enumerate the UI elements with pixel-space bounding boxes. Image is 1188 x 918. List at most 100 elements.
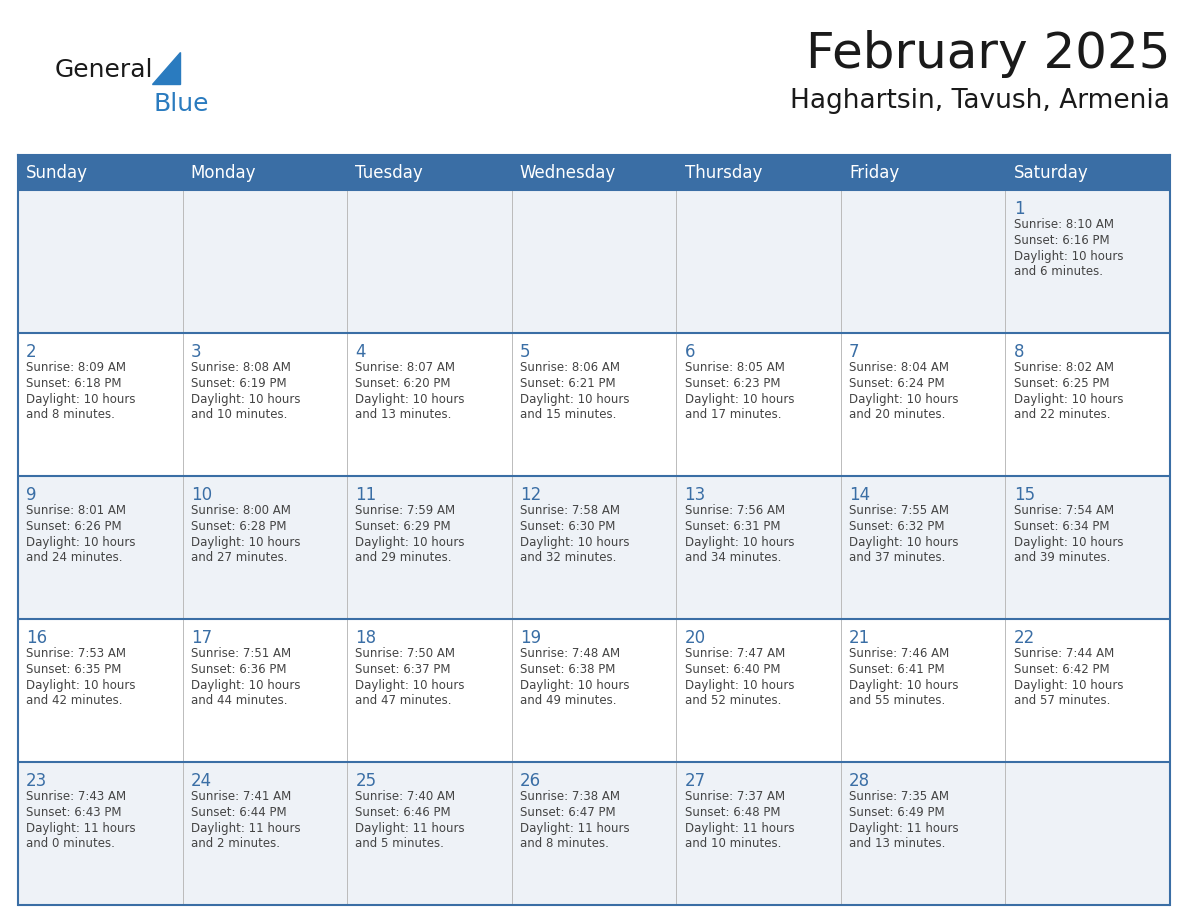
- Text: and 17 minutes.: and 17 minutes.: [684, 408, 781, 421]
- Text: Sunrise: 7:51 AM: Sunrise: 7:51 AM: [191, 647, 291, 660]
- Text: and 0 minutes.: and 0 minutes.: [26, 837, 115, 850]
- Text: Daylight: 10 hours: Daylight: 10 hours: [26, 393, 135, 406]
- Text: Daylight: 10 hours: Daylight: 10 hours: [191, 679, 301, 692]
- Text: Sunset: 6:21 PM: Sunset: 6:21 PM: [520, 377, 615, 390]
- Text: Daylight: 10 hours: Daylight: 10 hours: [849, 393, 959, 406]
- Text: Daylight: 10 hours: Daylight: 10 hours: [355, 536, 465, 549]
- Text: and 34 minutes.: and 34 minutes.: [684, 551, 781, 564]
- Text: Daylight: 10 hours: Daylight: 10 hours: [191, 393, 301, 406]
- Text: 17: 17: [191, 629, 211, 647]
- Text: Daylight: 10 hours: Daylight: 10 hours: [355, 393, 465, 406]
- Bar: [18, 155, 1170, 190]
- Text: 24: 24: [191, 772, 211, 790]
- Text: Sunrise: 7:41 AM: Sunrise: 7:41 AM: [191, 790, 291, 803]
- Text: and 44 minutes.: and 44 minutes.: [191, 694, 287, 707]
- Text: Sunset: 6:41 PM: Sunset: 6:41 PM: [849, 663, 944, 676]
- Text: 14: 14: [849, 486, 871, 504]
- Text: Sunset: 6:46 PM: Sunset: 6:46 PM: [355, 806, 451, 819]
- Text: Blue: Blue: [154, 92, 209, 116]
- Text: Wednesday: Wednesday: [520, 163, 617, 182]
- Text: Sunrise: 8:06 AM: Sunrise: 8:06 AM: [520, 361, 620, 374]
- Text: Sunrise: 7:47 AM: Sunrise: 7:47 AM: [684, 647, 785, 660]
- Text: Daylight: 10 hours: Daylight: 10 hours: [684, 536, 794, 549]
- Text: Daylight: 10 hours: Daylight: 10 hours: [1013, 393, 1123, 406]
- Text: Daylight: 10 hours: Daylight: 10 hours: [684, 393, 794, 406]
- Text: Sunrise: 7:35 AM: Sunrise: 7:35 AM: [849, 790, 949, 803]
- Text: and 13 minutes.: and 13 minutes.: [355, 408, 451, 421]
- Text: General: General: [55, 58, 153, 82]
- Text: 5: 5: [520, 343, 531, 361]
- Text: Sunrise: 7:38 AM: Sunrise: 7:38 AM: [520, 790, 620, 803]
- Text: Sunrise: 8:00 AM: Sunrise: 8:00 AM: [191, 504, 291, 517]
- Text: Sunrise: 7:48 AM: Sunrise: 7:48 AM: [520, 647, 620, 660]
- Text: 22: 22: [1013, 629, 1035, 647]
- Text: 10: 10: [191, 486, 211, 504]
- Text: Sunrise: 7:53 AM: Sunrise: 7:53 AM: [26, 647, 126, 660]
- Text: Sunset: 6:37 PM: Sunset: 6:37 PM: [355, 663, 451, 676]
- Text: Sunrise: 8:01 AM: Sunrise: 8:01 AM: [26, 504, 126, 517]
- Text: Sunrise: 8:07 AM: Sunrise: 8:07 AM: [355, 361, 455, 374]
- Text: 6: 6: [684, 343, 695, 361]
- Bar: [18, 476, 1170, 619]
- Text: Sunset: 6:23 PM: Sunset: 6:23 PM: [684, 377, 781, 390]
- Text: Sunrise: 7:59 AM: Sunrise: 7:59 AM: [355, 504, 455, 517]
- Text: Sunrise: 8:05 AM: Sunrise: 8:05 AM: [684, 361, 784, 374]
- Bar: [18, 619, 1170, 762]
- Polygon shape: [152, 52, 181, 84]
- Text: 28: 28: [849, 772, 871, 790]
- Text: Sunrise: 8:04 AM: Sunrise: 8:04 AM: [849, 361, 949, 374]
- Text: Haghartsin, Tavush, Armenia: Haghartsin, Tavush, Armenia: [790, 88, 1170, 114]
- Text: Sunrise: 8:08 AM: Sunrise: 8:08 AM: [191, 361, 291, 374]
- Text: Daylight: 10 hours: Daylight: 10 hours: [191, 536, 301, 549]
- Text: Sunrise: 7:55 AM: Sunrise: 7:55 AM: [849, 504, 949, 517]
- Text: 11: 11: [355, 486, 377, 504]
- Text: Sunset: 6:36 PM: Sunset: 6:36 PM: [191, 663, 286, 676]
- Text: 3: 3: [191, 343, 202, 361]
- Text: and 10 minutes.: and 10 minutes.: [684, 837, 781, 850]
- Text: Thursday: Thursday: [684, 163, 762, 182]
- Text: Daylight: 11 hours: Daylight: 11 hours: [520, 822, 630, 835]
- Text: Sunset: 6:29 PM: Sunset: 6:29 PM: [355, 520, 451, 533]
- Text: Sunset: 6:30 PM: Sunset: 6:30 PM: [520, 520, 615, 533]
- Text: and 29 minutes.: and 29 minutes.: [355, 551, 451, 564]
- Text: and 13 minutes.: and 13 minutes.: [849, 837, 946, 850]
- Text: Sunrise: 8:02 AM: Sunrise: 8:02 AM: [1013, 361, 1113, 374]
- Text: Daylight: 10 hours: Daylight: 10 hours: [26, 536, 135, 549]
- Text: Sunset: 6:28 PM: Sunset: 6:28 PM: [191, 520, 286, 533]
- Text: Sunset: 6:24 PM: Sunset: 6:24 PM: [849, 377, 944, 390]
- Text: Sunrise: 7:58 AM: Sunrise: 7:58 AM: [520, 504, 620, 517]
- Text: Sunset: 6:20 PM: Sunset: 6:20 PM: [355, 377, 451, 390]
- Text: and 10 minutes.: and 10 minutes.: [191, 408, 287, 421]
- Text: Sunset: 6:26 PM: Sunset: 6:26 PM: [26, 520, 122, 533]
- Text: Daylight: 10 hours: Daylight: 10 hours: [849, 536, 959, 549]
- Text: and 57 minutes.: and 57 minutes.: [1013, 694, 1110, 707]
- Text: Sunset: 6:38 PM: Sunset: 6:38 PM: [520, 663, 615, 676]
- Text: Sunset: 6:32 PM: Sunset: 6:32 PM: [849, 520, 944, 533]
- Text: and 22 minutes.: and 22 minutes.: [1013, 408, 1110, 421]
- Text: Daylight: 11 hours: Daylight: 11 hours: [684, 822, 794, 835]
- Text: Daylight: 10 hours: Daylight: 10 hours: [520, 393, 630, 406]
- Text: Daylight: 11 hours: Daylight: 11 hours: [26, 822, 135, 835]
- Text: and 8 minutes.: and 8 minutes.: [26, 408, 115, 421]
- Text: 4: 4: [355, 343, 366, 361]
- Text: Monday: Monday: [191, 163, 257, 182]
- Text: 27: 27: [684, 772, 706, 790]
- Text: 2: 2: [26, 343, 37, 361]
- Text: 20: 20: [684, 629, 706, 647]
- Text: 21: 21: [849, 629, 871, 647]
- Text: and 32 minutes.: and 32 minutes.: [520, 551, 617, 564]
- Text: Daylight: 10 hours: Daylight: 10 hours: [1013, 536, 1123, 549]
- Text: Sunrise: 7:46 AM: Sunrise: 7:46 AM: [849, 647, 949, 660]
- Text: and 2 minutes.: and 2 minutes.: [191, 837, 280, 850]
- Text: February 2025: February 2025: [805, 30, 1170, 78]
- Text: 23: 23: [26, 772, 48, 790]
- Text: Sunday: Sunday: [26, 163, 88, 182]
- Text: Daylight: 10 hours: Daylight: 10 hours: [520, 679, 630, 692]
- Text: and 47 minutes.: and 47 minutes.: [355, 694, 451, 707]
- Text: Sunrise: 8:10 AM: Sunrise: 8:10 AM: [1013, 218, 1113, 231]
- Text: Daylight: 10 hours: Daylight: 10 hours: [520, 536, 630, 549]
- Text: Daylight: 10 hours: Daylight: 10 hours: [684, 679, 794, 692]
- Text: Tuesday: Tuesday: [355, 163, 423, 182]
- Text: and 8 minutes.: and 8 minutes.: [520, 837, 608, 850]
- Text: Sunrise: 7:44 AM: Sunrise: 7:44 AM: [1013, 647, 1114, 660]
